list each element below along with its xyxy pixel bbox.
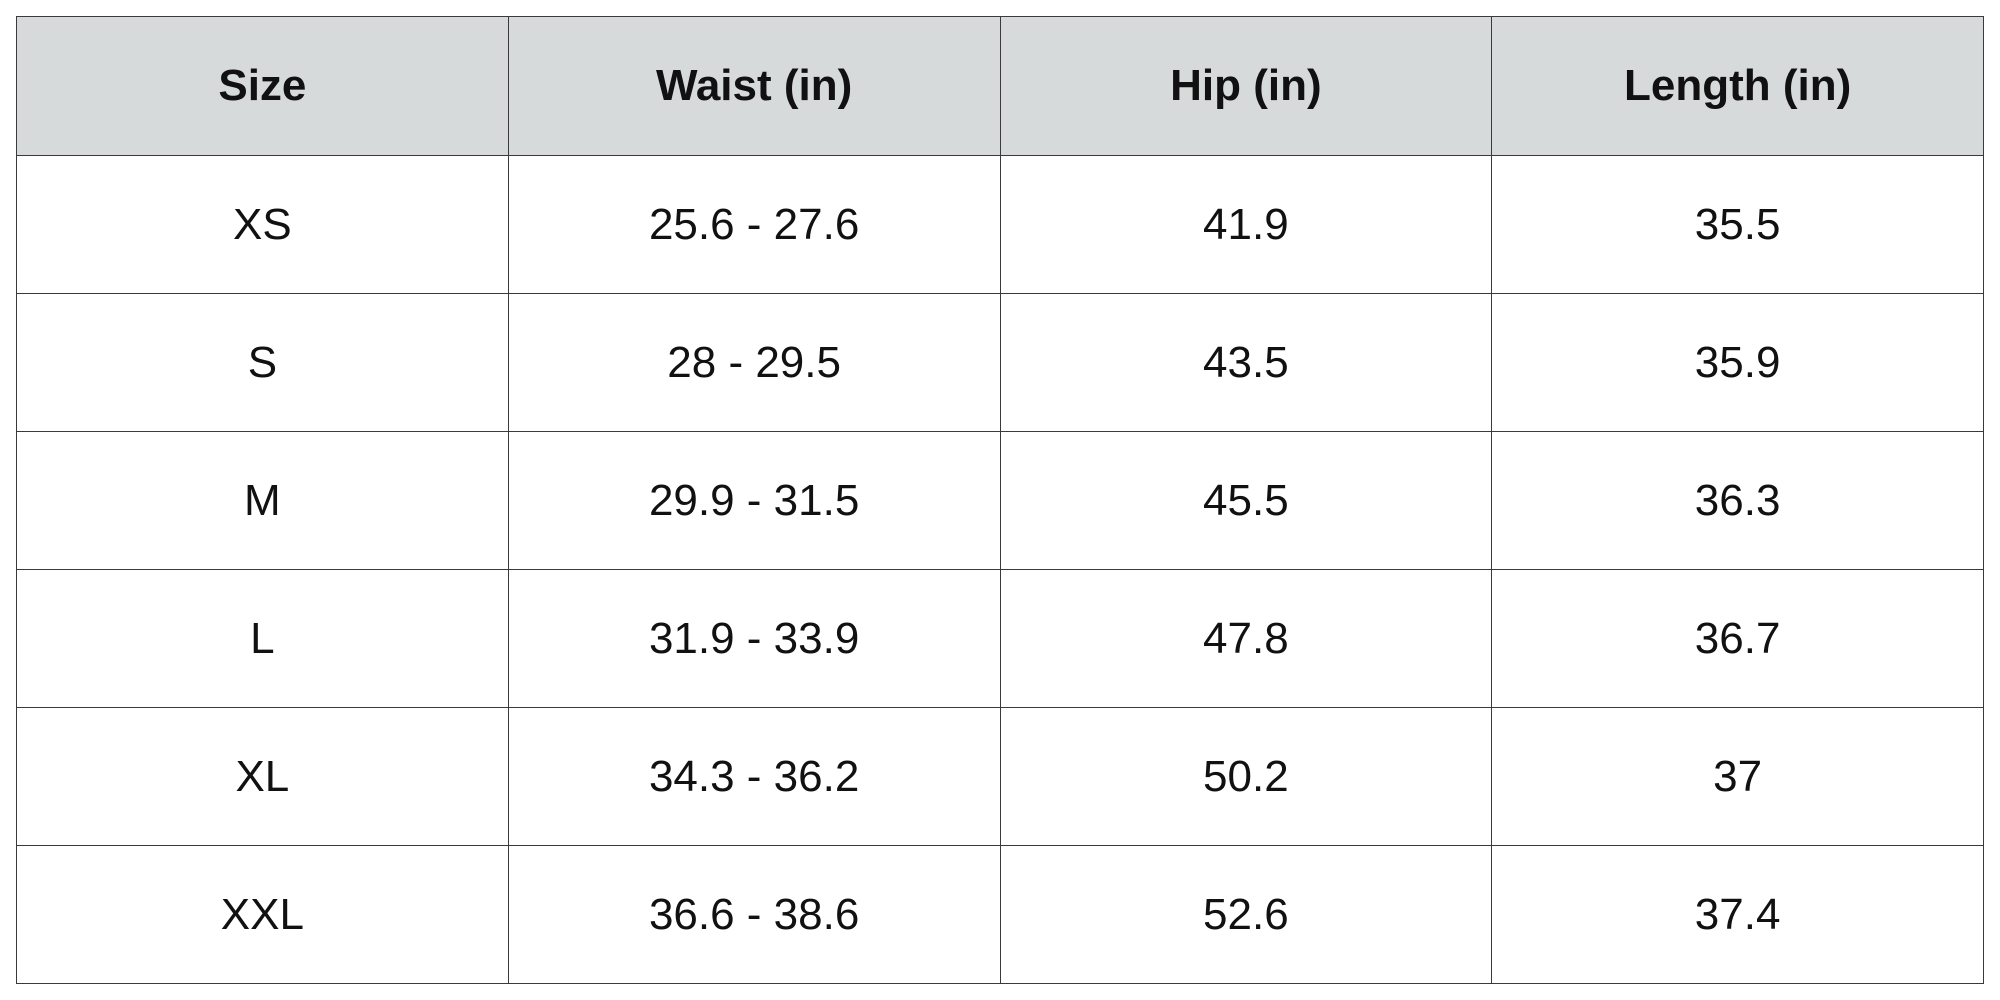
cell-size: S <box>16 293 509 432</box>
cell-waist: 31.9 - 33.9 <box>507 569 1001 708</box>
cell-waist: 34.3 - 36.2 <box>507 707 1001 846</box>
cell-length: 37 <box>1491 707 1984 846</box>
cell-hip: 43.5 <box>999 293 1493 432</box>
table-row: XS 25.6 - 27.6 41.9 35.5 <box>16 155 1984 294</box>
table-row: S 28 - 29.5 43.5 35.9 <box>16 293 1984 432</box>
table-header: Size Waist (in) Hip (in) Length (in) <box>16 16 1984 156</box>
cell-length: 36.3 <box>1491 431 1984 570</box>
header-row: Size Waist (in) Hip (in) Length (in) <box>16 16 1984 156</box>
cell-hip: 52.6 <box>999 845 1493 984</box>
header-waist: Waist (in) <box>507 16 1001 156</box>
cell-length: 35.9 <box>1491 293 1984 432</box>
cell-length: 36.7 <box>1491 569 1984 708</box>
cell-size: M <box>16 431 509 570</box>
size-chart-table: Size Waist (in) Hip (in) Length (in) XS … <box>16 16 1984 984</box>
cell-length: 37.4 <box>1491 845 1984 984</box>
cell-waist: 36.6 - 38.6 <box>507 845 1001 984</box>
cell-hip: 41.9 <box>999 155 1493 294</box>
table-body: XS 25.6 - 27.6 41.9 35.5 S 28 - 29.5 43.… <box>16 155 1984 984</box>
table-row: L 31.9 - 33.9 47.8 36.7 <box>16 569 1984 708</box>
cell-size: XS <box>16 155 509 294</box>
cell-waist: 28 - 29.5 <box>507 293 1001 432</box>
table-row: M 29.9 - 31.5 45.5 36.3 <box>16 431 1984 570</box>
table-row: XXL 36.6 - 38.6 52.6 37.4 <box>16 845 1984 984</box>
table-row: XL 34.3 - 36.2 50.2 37 <box>16 707 1984 846</box>
cell-waist: 29.9 - 31.5 <box>507 431 1001 570</box>
cell-size: XXL <box>16 845 509 984</box>
cell-hip: 45.5 <box>999 431 1493 570</box>
header-size: Size <box>16 16 509 156</box>
cell-length: 35.5 <box>1491 155 1984 294</box>
cell-size: XL <box>16 707 509 846</box>
cell-hip: 47.8 <box>999 569 1493 708</box>
header-length: Length (in) <box>1491 16 1984 156</box>
cell-waist: 25.6 - 27.6 <box>507 155 1001 294</box>
cell-hip: 50.2 <box>999 707 1493 846</box>
cell-size: L <box>16 569 509 708</box>
header-hip: Hip (in) <box>999 16 1493 156</box>
